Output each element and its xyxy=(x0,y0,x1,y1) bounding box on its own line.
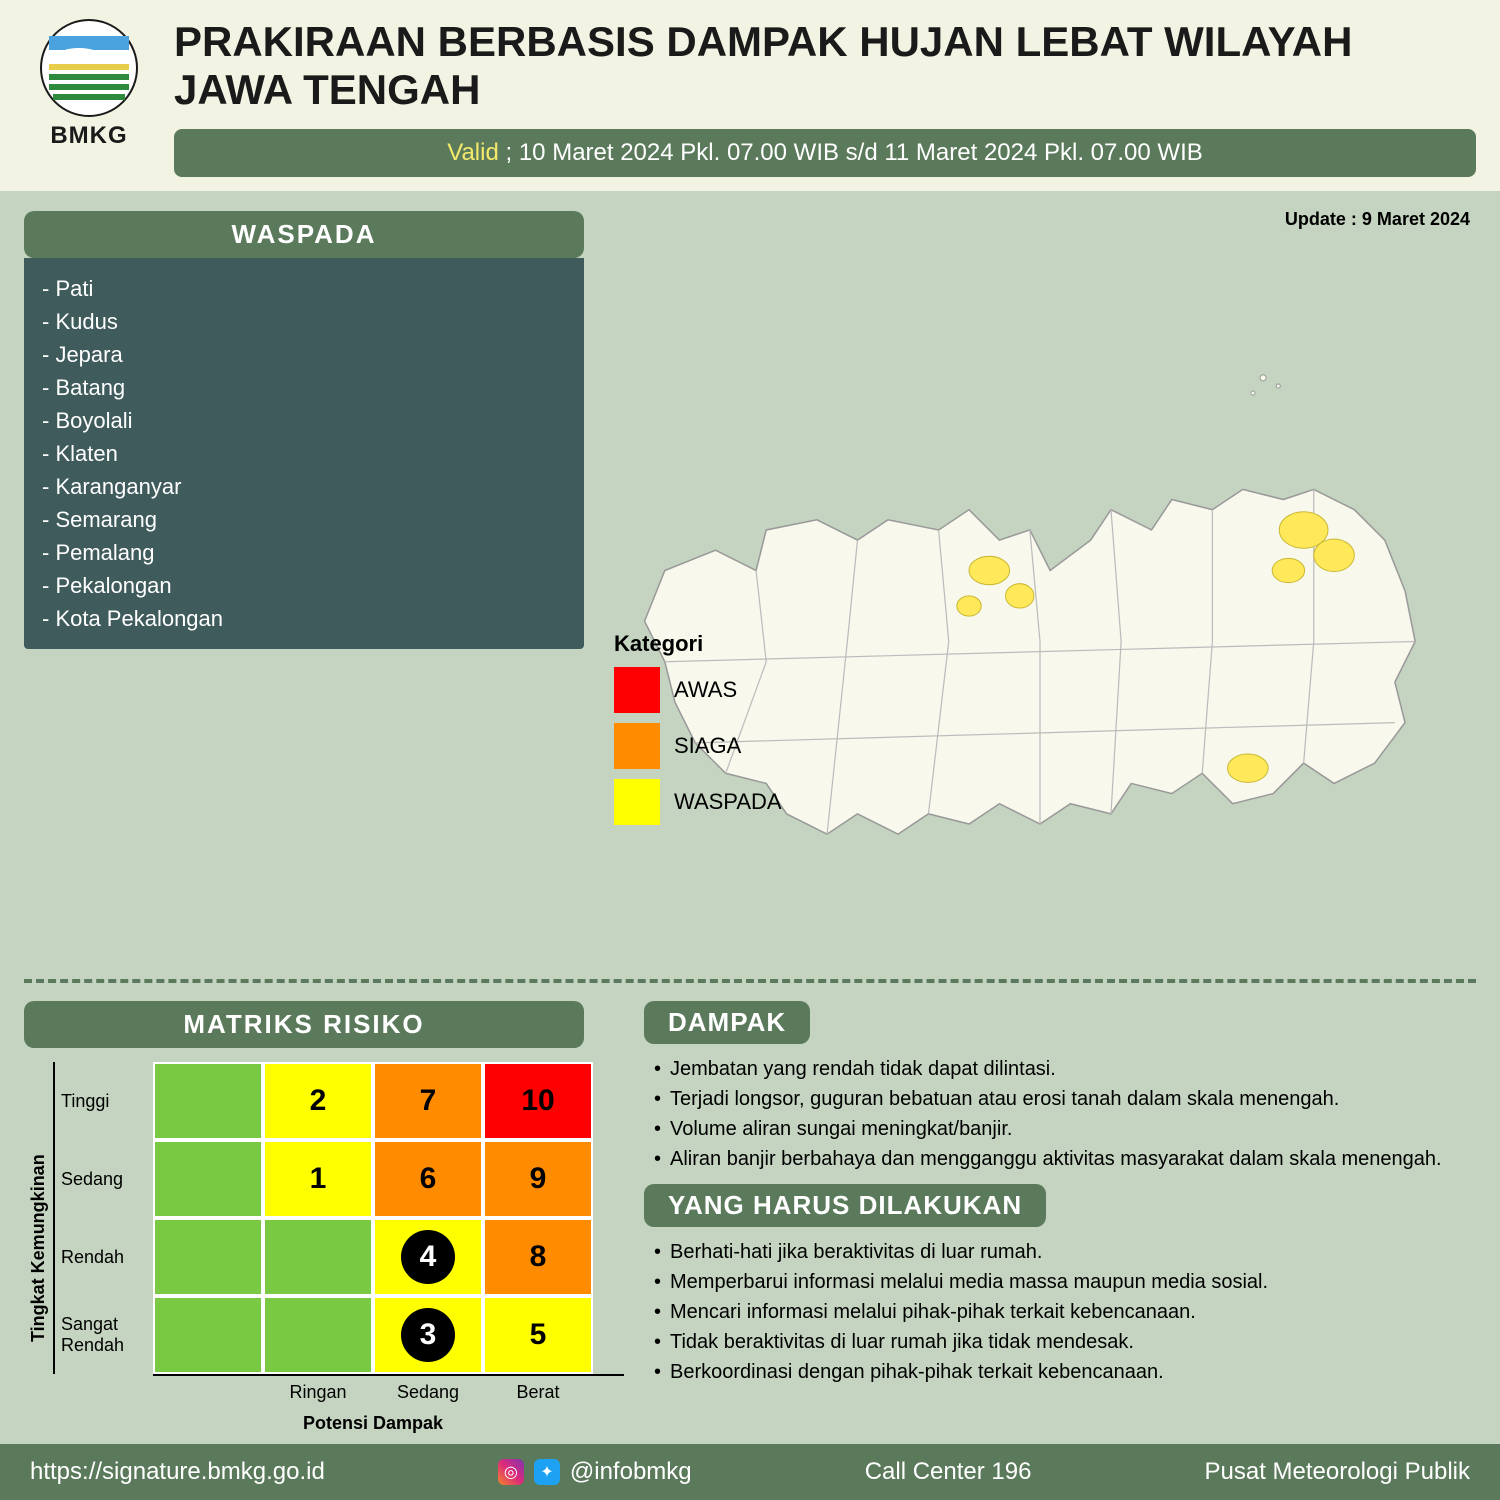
legend-label: SIAGA xyxy=(674,733,741,759)
map-area: Kategori AWAS SIAGA WASPADA xyxy=(604,271,1476,971)
matrix-cell xyxy=(153,1140,263,1218)
footer-social: ◎ ✦ @infobmkg xyxy=(498,1458,692,1486)
legend-row: WASPADA xyxy=(614,779,782,825)
matrix-row: Sedang 169 xyxy=(53,1140,624,1218)
legend-swatch xyxy=(614,723,660,769)
matrix-cell xyxy=(263,1296,373,1374)
title-block: PRAKIRAAN BERBASIS DAMPAK HUJAN LEBAT WI… xyxy=(174,18,1476,177)
info-column: DAMPAK Jembatan yang rendah tidak dapat … xyxy=(644,1001,1476,1434)
matrix-row-label: Rendah xyxy=(53,1218,153,1296)
footer-url: https://signature.bmkg.go.id xyxy=(30,1458,325,1486)
waspada-title-pill: WASPADA xyxy=(24,211,584,258)
bmkg-logo-icon xyxy=(39,18,139,118)
matrix-cell: 2 xyxy=(263,1062,373,1140)
todo-title: YANG HARUS DILAKUKAN xyxy=(644,1184,1046,1227)
matrix-cell: 8 xyxy=(483,1218,593,1296)
legend-swatch xyxy=(614,667,660,713)
todo-item: Tidak beraktivitas di luar rumah jika ti… xyxy=(654,1327,1470,1357)
matrix-cell: 1 xyxy=(263,1140,373,1218)
waspada-list-box: - Pati- Kudus- Jepara- Batang- Boyolali-… xyxy=(24,258,584,649)
matrix-row: Rendah 48 xyxy=(53,1218,624,1296)
matrix-xlabel: Potensi Dampak xyxy=(153,1413,593,1434)
matrix-row: Tinggi 2710 xyxy=(53,1062,624,1140)
matrix-grid: Tinggi 2710 Sedang 169 Rendah 48 SangatRend… xyxy=(53,1062,624,1434)
logo-label: BMKG xyxy=(50,122,127,150)
footer-call-center: Call Center 196 xyxy=(865,1458,1032,1486)
matrix-xaxis: RinganSedangBerat xyxy=(153,1374,624,1403)
matrix-cell: 9 xyxy=(483,1140,593,1218)
legend-title: Kategori xyxy=(614,631,782,657)
footer-handle: @infobmkg xyxy=(570,1458,692,1486)
matrix-cell xyxy=(153,1218,263,1296)
map-column: Update : 9 Maret 2024 xyxy=(604,211,1476,971)
matrix-cell xyxy=(263,1218,373,1296)
matrix-cell: 5 xyxy=(483,1296,593,1374)
legend-label: AWAS xyxy=(674,677,737,703)
valid-bar: Valid ; 10 Maret 2024 Pkl. 07.00 WIB s/d… xyxy=(174,129,1476,177)
dampak-item: Aliran banjir berbahaya dan mengganggu a… xyxy=(654,1144,1470,1174)
footer: https://signature.bmkg.go.id ◎ ✦ @infobm… xyxy=(0,1444,1500,1500)
matrix-col-label: Sedang xyxy=(373,1376,483,1403)
mid-section: WASPADA - Pati- Kudus- Jepara- Batang- B… xyxy=(0,191,1500,971)
matrix-cell-highlight: 3 xyxy=(373,1296,483,1374)
matrix-cell: 10 xyxy=(483,1062,593,1140)
dampak-item: Terjadi longsor, guguran bebatuan atau e… xyxy=(654,1084,1470,1114)
risk-matrix-column: MATRIKS RISIKO Tingkat Kemungkinan Tingg… xyxy=(24,1001,624,1434)
matrix-row-label: Sedang xyxy=(53,1140,153,1218)
valid-prefix: Valid xyxy=(447,139,499,166)
todo-item: Mencari informasi melalui pihak-pihak te… xyxy=(654,1297,1470,1327)
matrix-row-label: SangatRendah xyxy=(53,1296,153,1374)
risk-matrix-title: MATRIKS RISIKO xyxy=(24,1001,584,1048)
footer-org: Pusat Meteorologi Publik xyxy=(1205,1458,1470,1486)
todo-item: Berkoordinasi dengan pihak-pihak terkait… xyxy=(654,1357,1470,1387)
dampak-title: DAMPAK xyxy=(644,1001,810,1044)
update-label: Update : 9 Maret 2024 xyxy=(1285,209,1470,230)
page-title: PRAKIRAAN BERBASIS DAMPAK HUJAN LEBAT WI… xyxy=(174,18,1476,115)
todo-item: Berhati-hati jika beraktivitas di luar r… xyxy=(654,1237,1470,1267)
map-legend: Kategori AWAS SIAGA WASPADA xyxy=(614,631,782,835)
matrix-cell: 7 xyxy=(373,1062,483,1140)
waspada-column: WASPADA - Pati- Kudus- Jepara- Batang- B… xyxy=(24,211,584,971)
matrix-cell: 6 xyxy=(373,1140,483,1218)
matrix-cell-highlight: 4 xyxy=(373,1218,483,1296)
matrix-ylabel: Tingkat Kemungkinan xyxy=(24,1062,53,1434)
matrix-cell xyxy=(153,1062,263,1140)
legend-row: AWAS xyxy=(614,667,782,713)
dampak-item: Volume aliran sungai meningkat/banjir. xyxy=(654,1114,1470,1144)
twitter-icon: ✦ xyxy=(534,1459,560,1485)
legend-row: SIAGA xyxy=(614,723,782,769)
header: BMKG PRAKIRAAN BERBASIS DAMPAK HUJAN LEB… xyxy=(0,0,1500,191)
jawa-tengah-map-icon xyxy=(604,271,1476,971)
matrix-col-label: Ringan xyxy=(263,1376,373,1403)
todo-item: Memperbarui informasi melalui media mass… xyxy=(654,1267,1470,1297)
lower-section: MATRIKS RISIKO Tingkat Kemungkinan Tingg… xyxy=(0,983,1500,1444)
dampak-list: Jembatan yang rendah tidak dapat dilinta… xyxy=(644,1044,1476,1184)
todo-list: Berhati-hati jika beraktivitas di luar r… xyxy=(644,1227,1476,1397)
dampak-item: Jembatan yang rendah tidak dapat dilinta… xyxy=(654,1054,1470,1084)
matrix-row-label: Tinggi xyxy=(53,1062,153,1140)
matrix-row: SangatRendah 35 xyxy=(53,1296,624,1374)
legend-swatch xyxy=(614,779,660,825)
matrix-col-label: Berat xyxy=(483,1376,593,1403)
legend-label: WASPADA xyxy=(674,789,782,815)
matrix-cell xyxy=(153,1296,263,1374)
logo-block: BMKG xyxy=(24,18,154,150)
valid-text: ; 10 Maret 2024 Pkl. 07.00 WIB s/d 11 Ma… xyxy=(499,139,1203,166)
instagram-icon: ◎ xyxy=(498,1459,524,1485)
risk-matrix: Tingkat Kemungkinan Tinggi 2710 Sedang 169… xyxy=(24,1062,624,1434)
